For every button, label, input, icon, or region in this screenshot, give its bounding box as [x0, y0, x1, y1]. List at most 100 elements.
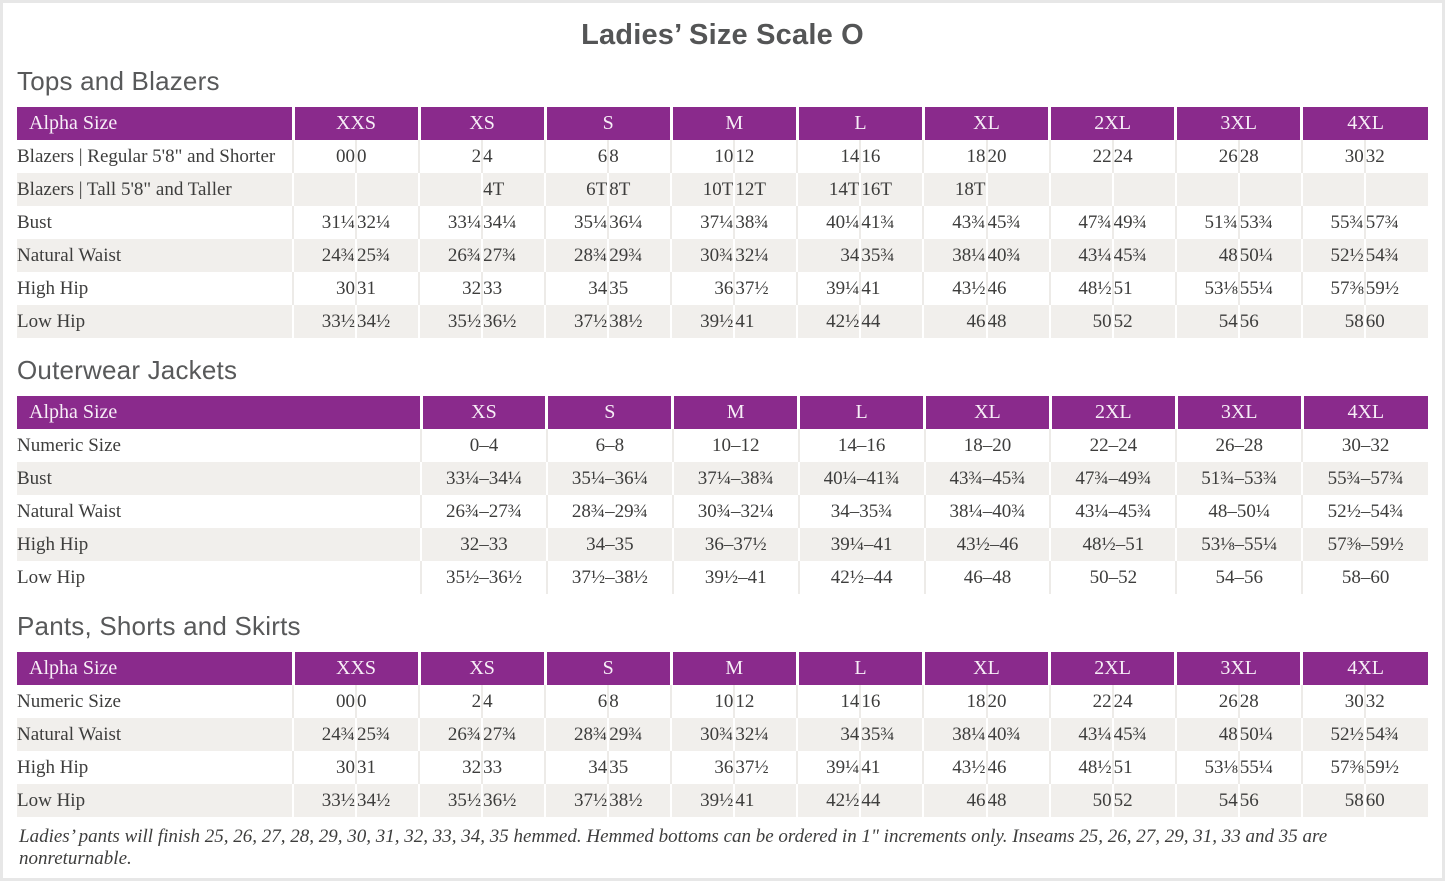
size-cell: 29¾ — [607, 239, 672, 272]
size-cell: 33 — [481, 272, 546, 305]
size-cell: 59½ — [1363, 751, 1428, 784]
size-cell: 6T — [544, 173, 609, 206]
size-cell: 50¼ — [1237, 718, 1302, 751]
size-cell: 54 — [1174, 784, 1239, 817]
size-cell: 59½ — [1363, 272, 1428, 305]
size-cell: 22 — [1048, 685, 1113, 718]
size-cell: 33¼ — [418, 206, 483, 239]
size-cell: 57¾ — [1363, 206, 1428, 239]
size-group-header-xl: XL — [921, 107, 1050, 140]
size-cell: 42½ — [796, 784, 861, 817]
size-cell: 10 — [670, 685, 735, 718]
size-cell: 22–24 — [1049, 429, 1177, 462]
size-cell: 00 — [291, 685, 357, 718]
size-cell: 16T — [859, 173, 924, 206]
size-cell: 35¼ — [544, 206, 609, 239]
size-cell: 33½ — [291, 305, 357, 338]
size-cell: 0 — [355, 140, 420, 173]
size-cell: 35¾ — [859, 239, 924, 272]
alpha-size-header: Alpha Size — [17, 107, 293, 140]
size-cell: 55¾ — [1300, 206, 1365, 239]
size-cell: 32 — [418, 751, 483, 784]
size-cell — [985, 173, 1050, 206]
size-group-header-2xl: 2XL — [1048, 652, 1176, 685]
size-cell: 38¾ — [733, 206, 798, 239]
table-row: Natural Waist 24¾ 25¾ 26¾ 27¾ 28¾ 29¾ 30¾ 32¼ 34 3… — [17, 718, 1428, 751]
size-cell: 46 — [922, 784, 987, 817]
size-cell: 4 — [481, 685, 546, 718]
size-cell: 2 — [418, 140, 483, 173]
size-cell: 34 — [544, 272, 609, 305]
size-cell: 32–33 — [420, 528, 547, 561]
size-cell: 51 — [1111, 751, 1176, 784]
row-label: Natural Waist — [17, 718, 293, 751]
size-group-header-4xl: 4XL — [1300, 107, 1428, 140]
size-cell: 37¼–38¾ — [671, 462, 799, 495]
size-cell: 52 — [1111, 784, 1176, 817]
tops-and-blazers-table: Alpha Size XXS XS S M L XL 2XL 3XL 4XL Blazers | R… — [17, 107, 1428, 338]
size-cell: 34¼ — [481, 206, 546, 239]
size-cell: 35½ — [418, 305, 483, 338]
size-cell: 49¾ — [1111, 206, 1176, 239]
size-cell: 36 — [670, 272, 735, 305]
table-row: Bust 31¼ 32¼ 33¼ 34¼ 35¼ 36¼ 37¼ 38¾ 40¼ 41¾ 43¾ 45¾… — [17, 206, 1428, 239]
size-group-header-2xl: 2XL — [1048, 107, 1176, 140]
size-cell: 14 — [796, 685, 861, 718]
table-row: Numeric Size 0–4 6–8 10–12 14–16 18–20 22–24 26… — [17, 429, 1428, 462]
size-cell: 47¾–49¾ — [1049, 462, 1177, 495]
size-cell: 40¾ — [985, 239, 1050, 272]
size-cell: 52 — [1111, 305, 1176, 338]
header-row: Alpha Size XXS XS S M L XL 2XL 3XL 4XL — [17, 652, 1428, 685]
row-label: Blazers | Regular 5'8" and Shorter — [17, 140, 293, 173]
size-cell: 36–37½ — [671, 528, 799, 561]
size-cell: 35 — [607, 272, 672, 305]
size-cell: 41¾ — [859, 206, 924, 239]
table-row: High Hip 30 31 32 33 34 35 36 37½ 39¼ 41 43½ 46 48½ 51… — [17, 751, 1428, 784]
size-cell: 56 — [1237, 784, 1302, 817]
size-cell: 12 — [733, 685, 798, 718]
size-group-header-xs: XS — [417, 107, 546, 140]
header-row: Alpha Size XS S M L XL 2XL 3XL 4XL — [17, 396, 1428, 429]
size-cell: 32¼ — [733, 718, 798, 751]
section-tops-and-blazers: Tops and Blazers Alpha Size XXS XS S M L XL 2XL… — [17, 66, 1428, 338]
size-cell: 20 — [985, 140, 1050, 173]
size-cell: 51¾–53¾ — [1175, 462, 1303, 495]
size-cell: 31 — [355, 751, 420, 784]
size-cell: 48 — [985, 305, 1050, 338]
size-cell: 10–12 — [671, 429, 799, 462]
size-cell: 35½–36½ — [420, 561, 547, 594]
size-cell: 43¾ — [922, 206, 987, 239]
size-cell — [1174, 173, 1239, 206]
size-cell: 48 — [985, 784, 1050, 817]
size-cell: 30¾–32¼ — [671, 495, 799, 528]
size-group-header-3xl: 3XL — [1174, 107, 1302, 140]
size-cell: 18–20 — [923, 429, 1051, 462]
size-cell: 18T — [922, 173, 987, 206]
size-cell: 29¾ — [607, 718, 672, 751]
size-cell: 28¾ — [544, 718, 609, 751]
size-cell: 57⅜–59½ — [1301, 528, 1428, 561]
size-cell: 48½ — [1048, 751, 1113, 784]
size-cell: 00 — [291, 140, 357, 173]
size-cell: 54–56 — [1175, 561, 1303, 594]
size-cell: 2 — [418, 685, 483, 718]
size-cell: 18 — [922, 685, 987, 718]
size-cell: 43¼ — [1048, 718, 1113, 751]
size-cell — [1237, 173, 1302, 206]
size-cell: 60 — [1363, 305, 1428, 338]
size-cell: 43½–46 — [923, 528, 1051, 561]
size-cell: 31¼ — [291, 206, 357, 239]
size-cell: 43½ — [922, 751, 987, 784]
size-cell — [1048, 173, 1113, 206]
size-cell: 30¾ — [670, 718, 735, 751]
page-title: Ladies’ Size Scale O — [581, 19, 864, 51]
size-group-header-l: L — [795, 652, 924, 685]
row-label: Low Hip — [17, 561, 421, 594]
table-row: Natural Waist 24¾ 25¾ 26¾ 27¾ 28¾ 29¾ 30¾ 32¼ 34 3… — [17, 239, 1428, 272]
alpha-size-header: Alpha Size — [17, 652, 293, 685]
size-cell: 0 — [355, 685, 420, 718]
size-cell: 39½ — [670, 305, 735, 338]
size-cell: 45¾ — [985, 206, 1050, 239]
size-cell: 41 — [859, 272, 924, 305]
size-cell: 25¾ — [355, 239, 420, 272]
